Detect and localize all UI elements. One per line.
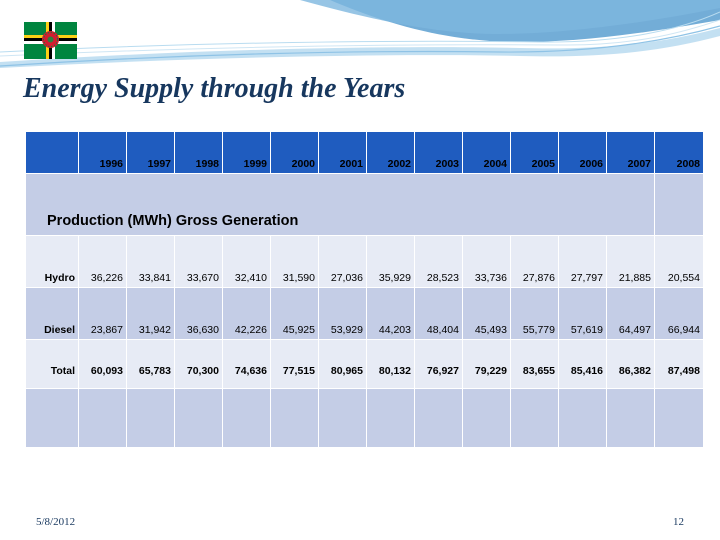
table-row-empty (25, 388, 704, 448)
empty-cell (78, 388, 127, 448)
empty-cell (366, 388, 415, 448)
table-cell: 76,927 (414, 339, 463, 389)
table-cell: 70,300 (174, 339, 223, 389)
table-cell: 27,036 (318, 235, 367, 288)
year-header: 2006 (558, 131, 607, 174)
table-cell: 85,416 (558, 339, 607, 389)
table-cell: 23,867 (78, 287, 127, 340)
year-header: 2005 (510, 131, 559, 174)
table-cell: 60,093 (78, 339, 127, 389)
row-label: Diesel (25, 287, 79, 340)
table-cell: 55,779 (510, 287, 559, 340)
table-cell: 42,226 (222, 287, 271, 340)
row-label: Total (25, 339, 79, 389)
table-cell: 36,630 (174, 287, 223, 340)
section-row: Production (MWh) Gross Generation (25, 173, 704, 236)
table-cell: 48,404 (414, 287, 463, 340)
header-corner-cell (25, 131, 79, 174)
table-cell: 66,944 (654, 287, 704, 340)
table-cell: 57,619 (558, 287, 607, 340)
year-header: 2008 (654, 131, 704, 174)
table-cell: 33,736 (462, 235, 511, 288)
empty-cell (126, 388, 175, 448)
table-cell: 31,590 (270, 235, 319, 288)
table-cell: 64,497 (606, 287, 655, 340)
dominica-flag-icon (24, 22, 77, 59)
empty-cell (510, 388, 559, 448)
empty-cell (174, 388, 223, 448)
table-row-diesel: Diesel 23,867 31,942 36,630 42,226 45,92… (25, 287, 704, 340)
empty-cell (558, 388, 607, 448)
table-cell: 33,670 (174, 235, 223, 288)
table-cell: 31,942 (126, 287, 175, 340)
empty-cell (222, 388, 271, 448)
year-header: 2001 (318, 131, 367, 174)
table-cell: 65,783 (126, 339, 175, 389)
header-wave-decoration (0, 0, 720, 68)
table-cell: 45,493 (462, 287, 511, 340)
section-empty-cell (654, 173, 704, 236)
empty-cell (270, 388, 319, 448)
table-row-total: Total 60,093 65,783 70,300 74,636 77,515… (25, 339, 704, 389)
empty-cell (606, 388, 655, 448)
year-header: 1998 (174, 131, 223, 174)
year-header: 1997 (126, 131, 175, 174)
empty-cell (462, 388, 511, 448)
table-cell: 74,636 (222, 339, 271, 389)
table-cell: 27,797 (558, 235, 607, 288)
table-cell: 87,498 (654, 339, 704, 389)
footer-date: 5/8/2012 (36, 516, 76, 528)
section-label: Production (MWh) Gross Generation (25, 173, 655, 236)
table-cell: 83,655 (510, 339, 559, 389)
table-cell: 45,925 (270, 287, 319, 340)
table-header-row: 1996 1997 1998 1999 2000 2001 2002 2003 … (25, 131, 704, 174)
energy-supply-table: 1996 1997 1998 1999 2000 2001 2002 2003 … (25, 131, 704, 448)
empty-cell (318, 388, 367, 448)
table-cell: 36,226 (78, 235, 127, 288)
page-number: 12 (673, 516, 684, 528)
table-cell: 21,885 (606, 235, 655, 288)
table-cell: 77,515 (270, 339, 319, 389)
table-cell: 79,229 (462, 339, 511, 389)
table-cell: 80,132 (366, 339, 415, 389)
table-cell: 27,876 (510, 235, 559, 288)
table-cell: 35,929 (366, 235, 415, 288)
table-cell: 33,841 (126, 235, 175, 288)
table-cell: 86,382 (606, 339, 655, 389)
year-header: 1999 (222, 131, 271, 174)
year-header: 2003 (414, 131, 463, 174)
table-cell: 28,523 (414, 235, 463, 288)
year-header: 2002 (366, 131, 415, 174)
table-cell: 44,203 (366, 287, 415, 340)
empty-cell (654, 388, 704, 448)
empty-cell (414, 388, 463, 448)
year-header: 2007 (606, 131, 655, 174)
year-header: 2004 (462, 131, 511, 174)
table-cell: 53,929 (318, 287, 367, 340)
table-cell: 32,410 (222, 235, 271, 288)
empty-cell (25, 388, 79, 448)
year-header: 2000 (270, 131, 319, 174)
table-cell: 80,965 (318, 339, 367, 389)
year-header: 1996 (78, 131, 127, 174)
table-row-hydro: Hydro 36,226 33,841 33,670 32,410 31,590… (25, 235, 704, 288)
slide-title: Energy Supply through the Years (23, 73, 406, 104)
table-cell: 20,554 (654, 235, 704, 288)
row-label: Hydro (25, 235, 79, 288)
